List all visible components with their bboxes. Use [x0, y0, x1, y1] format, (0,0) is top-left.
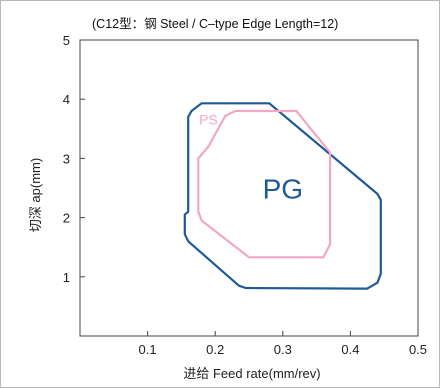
region-pg-label: PG: [263, 174, 303, 205]
region-ps-outline: [197, 109, 332, 259]
y-tick-label: 1: [63, 270, 70, 285]
y-axis-label: 切深 ap(mm): [28, 158, 43, 232]
x-tick-label: 0.5: [409, 342, 427, 357]
y-tick-label: 4: [63, 92, 70, 107]
x-tick-label: 0.3: [274, 342, 292, 357]
x-tick-label: 0.2: [206, 342, 224, 357]
region-ps-label: PS: [199, 112, 218, 128]
x-axis-label: 进给 Feed rate(mm/rev): [183, 366, 320, 381]
axis-ticks: 0.1 0.2 0.3 0.4 0.5 1 2 3 4 5: [63, 33, 427, 357]
regions: PG PS: [183, 102, 382, 290]
x-tick-label: 0.4: [341, 342, 359, 357]
region-pg-outline: [183, 102, 382, 290]
x-tick-label: 0.1: [139, 342, 157, 357]
plot-area: [79, 39, 419, 337]
y-tick-label: 3: [63, 151, 70, 166]
y-tick-label: 5: [63, 33, 70, 48]
chart-title: (C12型：钢 Steel / C–type Edge Length=12): [92, 17, 338, 31]
y-tick-label: 2: [63, 211, 70, 226]
